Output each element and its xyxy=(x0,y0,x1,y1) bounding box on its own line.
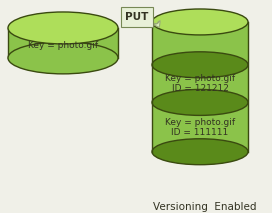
Text: ID = 121212: ID = 121212 xyxy=(172,84,228,93)
FancyBboxPatch shape xyxy=(121,7,153,27)
Text: Key = photo.gif: Key = photo.gif xyxy=(165,118,235,127)
Text: Key = photo.gif: Key = photo.gif xyxy=(28,41,98,50)
Ellipse shape xyxy=(152,9,248,35)
Ellipse shape xyxy=(8,42,118,74)
FancyBboxPatch shape xyxy=(8,28,118,58)
FancyBboxPatch shape xyxy=(152,22,248,152)
Text: Versioning  Enabled: Versioning Enabled xyxy=(153,202,257,212)
Ellipse shape xyxy=(8,12,118,44)
Text: PUT: PUT xyxy=(125,12,149,22)
Ellipse shape xyxy=(152,139,248,165)
Ellipse shape xyxy=(152,52,248,78)
Ellipse shape xyxy=(152,89,248,115)
Text: ID = 111111: ID = 111111 xyxy=(171,128,229,137)
Text: Key = photo.gif: Key = photo.gif xyxy=(165,74,235,83)
